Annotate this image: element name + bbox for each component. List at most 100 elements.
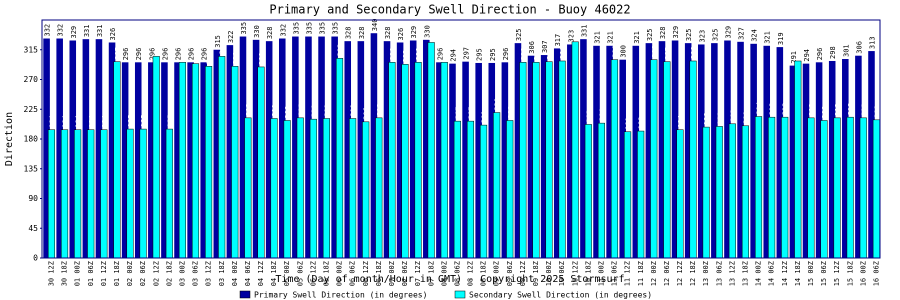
secondary-bar [571, 41, 579, 259]
primary-bar [331, 36, 338, 259]
x-tick-label: 01 06Z [87, 261, 95, 286]
secondary-bar [480, 124, 488, 259]
data-label: 329 [410, 26, 418, 39]
primary-bar [226, 45, 234, 258]
secondary-bar [126, 128, 134, 259]
secondary-bar [270, 118, 278, 259]
primary-bar [763, 45, 771, 259]
primary-bar [462, 61, 469, 259]
secondary-bar [244, 117, 252, 259]
data-label: 212 [376, 103, 384, 116]
data-label: 204 [598, 108, 606, 121]
x-tick-label: 04 12Z [257, 261, 265, 286]
data-label: 296 [179, 48, 187, 61]
primary-bar [239, 36, 247, 259]
primary-bar [842, 59, 849, 258]
data-label: 296 [389, 48, 397, 61]
data-label: 194 [101, 115, 109, 128]
x-tick-label: 16 06Z [872, 261, 880, 286]
primary-bar [370, 33, 378, 258]
data-label: 335 [319, 22, 327, 35]
x-tick-label: 15 12Z [833, 261, 841, 286]
data-label: 194 [62, 115, 70, 128]
x-tick-label: 07 00Z [388, 261, 396, 286]
primary-bar [828, 60, 836, 258]
primary-bar [449, 63, 456, 259]
data-label: 331 [83, 25, 91, 38]
primary-bar [318, 36, 325, 259]
x-tick-label: 02 12Z [152, 261, 160, 286]
primary-bar [619, 59, 626, 258]
primary-bar [252, 39, 260, 259]
x-tick-label: 08 00Z [440, 261, 448, 286]
primary-bar [95, 39, 103, 258]
x-tick-label: 16 00Z [859, 261, 867, 286]
secondary-bar [532, 62, 540, 259]
x-tick-label: 11 00Z [597, 261, 605, 286]
data-label: 305 [153, 42, 161, 55]
data-label: 298 [559, 46, 567, 59]
primary-bar [121, 62, 129, 258]
data-label: 195 [140, 114, 148, 127]
primary-bar [776, 47, 784, 258]
primary-bar [475, 62, 482, 258]
data-label: 321 [594, 31, 602, 44]
secondary-bar [100, 129, 108, 259]
x-tick-label: 30 12Z [48, 261, 56, 286]
y-tick-label: 135 [24, 164, 39, 173]
x-tick-label: 14 00Z [755, 261, 763, 286]
primary-bar [383, 41, 391, 259]
data-label: 212 [860, 103, 868, 116]
x-tick-label: 30 18Z [61, 261, 69, 286]
data-label: 307 [541, 40, 549, 53]
data-label: 325 [515, 28, 523, 41]
secondary-bar [427, 42, 435, 259]
x-tick-label: 09 18Z [532, 261, 540, 286]
data-label: 296 [441, 48, 449, 61]
x-tick-label: 08 12Z [467, 261, 475, 286]
data-label: 212 [834, 103, 842, 116]
x-tick-label: 08 06Z [453, 261, 461, 286]
secondary-bar [650, 59, 658, 259]
secondary-bar [296, 117, 304, 259]
data-label: 206 [363, 107, 371, 120]
primary-bar [213, 49, 221, 258]
data-label: 332 [279, 24, 287, 37]
secondary-bar [414, 62, 422, 259]
data-label: 300 [620, 45, 628, 58]
data-label: 208 [821, 106, 829, 119]
primary-bar [868, 51, 875, 259]
primary-bar [108, 42, 116, 258]
secondary-bar [322, 118, 330, 259]
data-label: 192 [638, 116, 646, 129]
secondary-bar [192, 63, 200, 259]
data-label: 220 [494, 98, 502, 111]
data-label: 200 [742, 111, 750, 124]
x-tick-label: 06 12Z [362, 261, 370, 286]
secondary-bar [676, 129, 684, 259]
data-label: 328 [266, 26, 274, 39]
data-label: 328 [345, 26, 353, 39]
primary-bar [855, 55, 862, 259]
secondary-bar [139, 128, 147, 259]
secondary-bar [846, 116, 854, 259]
secondary-bar [401, 64, 409, 259]
primary-bar [161, 62, 168, 258]
primary-bar [488, 62, 496, 258]
data-label: 321 [764, 31, 772, 44]
primary-bar [357, 41, 365, 259]
data-label: 335 [240, 22, 248, 35]
data-label: 207 [454, 106, 462, 119]
data-label: 331 [580, 25, 588, 38]
data-label: 201 [481, 110, 489, 123]
primary-bar [265, 41, 273, 259]
data-label: 212 [808, 103, 816, 116]
x-axis-title: Time (Day of month/Hour in GMT) - Copyri… [275, 274, 624, 285]
y-tick-label: 90 [28, 194, 38, 203]
y-axis-title: Direction [4, 112, 15, 166]
primary-bar [423, 39, 430, 259]
data-label: 305 [219, 42, 227, 55]
x-tick-label: 12 18Z [689, 261, 697, 286]
x-tick-label: 02 18Z [165, 261, 173, 286]
